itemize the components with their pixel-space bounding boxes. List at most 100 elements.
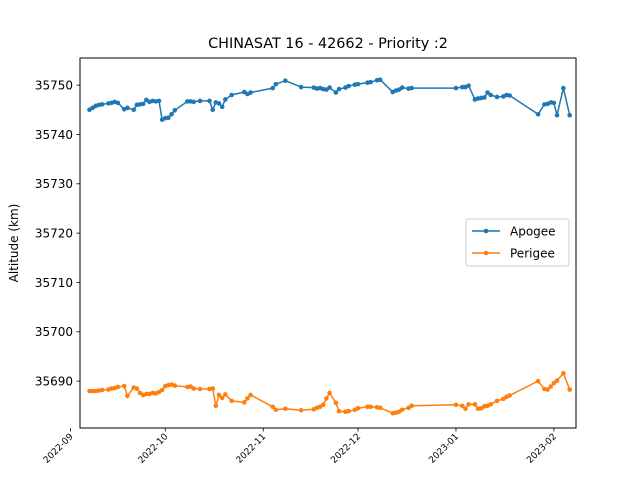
y-tick-label: 35750 xyxy=(35,78,73,92)
apogee-point xyxy=(399,85,405,90)
perigee-point xyxy=(561,370,566,376)
perigee-point xyxy=(197,386,203,392)
perigee-point xyxy=(336,408,342,414)
apogee-point xyxy=(368,79,373,85)
y-tick-label: 35740 xyxy=(35,128,73,142)
apogee-point xyxy=(507,93,512,98)
perigee-point xyxy=(191,386,197,391)
apogee-point xyxy=(453,85,459,91)
apogee-point xyxy=(336,86,342,92)
apogee-point xyxy=(156,98,162,104)
y-axis: 35690 35700 35710 35720 35730 35740 35750 xyxy=(35,78,80,388)
legend: Apogee Perigee xyxy=(465,218,570,267)
apogee-point xyxy=(216,101,222,106)
apogee-point xyxy=(554,112,560,118)
chart-title: CHINASAT 16 - 42662 - Priority :2 xyxy=(208,36,448,52)
apogee-point xyxy=(466,83,471,88)
apogee-point xyxy=(346,83,351,89)
apogee-point xyxy=(229,92,234,98)
perigee-point xyxy=(554,378,560,383)
apogee-point xyxy=(535,111,541,117)
y-tick-label: 35710 xyxy=(35,276,73,290)
perigee-point xyxy=(90,388,95,394)
apogee-point xyxy=(298,84,304,90)
y-tick-label: 35730 xyxy=(35,177,73,191)
apogee-point xyxy=(561,85,566,91)
perigee-point xyxy=(216,392,222,398)
y-axis-label: Altitude (km) xyxy=(7,204,21,283)
perigee-point xyxy=(365,404,370,410)
perigee-point xyxy=(466,402,471,407)
apogee-point xyxy=(551,100,557,106)
apogee-point xyxy=(140,101,146,107)
apogee-point xyxy=(219,104,225,110)
perigee-point xyxy=(320,402,326,408)
perigee-point xyxy=(125,393,130,399)
apogee-point xyxy=(355,81,361,87)
perigee-point xyxy=(463,406,468,412)
perigee-point xyxy=(409,403,415,409)
perigee-point xyxy=(535,378,541,384)
apogee-point xyxy=(333,90,339,95)
perigee-point xyxy=(99,387,105,393)
y-tick-label: 35690 xyxy=(35,374,73,388)
perigee-point xyxy=(548,384,554,389)
apogee-point xyxy=(494,94,500,100)
apogee-point xyxy=(327,85,332,90)
perigee-point xyxy=(494,398,500,404)
apogee-point xyxy=(377,77,383,83)
perigee-point xyxy=(159,387,165,393)
perigee-point xyxy=(223,392,228,397)
perigee-point xyxy=(172,383,178,388)
apogee-point xyxy=(459,84,465,90)
apogee-point xyxy=(409,85,415,91)
apogee-point xyxy=(210,107,215,113)
apogee-point xyxy=(207,98,212,104)
legend-label-apogee: Apogee xyxy=(510,224,556,238)
perigee-point xyxy=(545,387,550,392)
perigee-point xyxy=(210,386,215,391)
perigee-point xyxy=(115,384,121,390)
apogee-point xyxy=(567,112,572,118)
perigee-point xyxy=(333,400,339,406)
perigee-point xyxy=(298,407,304,413)
perigee-point xyxy=(273,407,279,413)
perigee-point xyxy=(377,405,383,411)
apogee-point xyxy=(248,90,253,95)
perigee-point xyxy=(459,403,465,409)
apogee-point xyxy=(99,102,105,107)
apogee-point xyxy=(185,99,190,104)
perigee-point xyxy=(453,402,459,408)
series-layer xyxy=(87,77,572,416)
perigee-point xyxy=(121,383,127,389)
perigee-point xyxy=(399,407,405,413)
perigee-point xyxy=(324,396,329,401)
perigee-point xyxy=(213,403,219,409)
legend-marker-perigee xyxy=(483,250,489,256)
perigee-point xyxy=(270,404,276,410)
perigee-point xyxy=(144,391,149,397)
apogee-point xyxy=(166,115,171,120)
y-tick-label: 35700 xyxy=(35,325,73,339)
apogee-point xyxy=(191,99,197,105)
apogee-point xyxy=(197,98,203,104)
perigee-point xyxy=(551,380,557,386)
apogee-point xyxy=(125,105,130,111)
perigee-point xyxy=(219,395,225,401)
apogee-point xyxy=(172,107,178,113)
perigee-point xyxy=(283,406,288,412)
perigee-point xyxy=(472,402,478,407)
perigee-point xyxy=(134,386,140,391)
legend-label-perigee: Perigee xyxy=(510,246,555,260)
perigee-point xyxy=(245,396,250,401)
apogee-point xyxy=(131,107,137,113)
apogee-point xyxy=(115,100,121,106)
perigee-point xyxy=(346,408,351,414)
perigee-point xyxy=(229,398,234,404)
apogee-point xyxy=(485,90,490,95)
y-tick-label: 35720 xyxy=(35,226,73,240)
perigee-point xyxy=(241,400,247,405)
apogee-point xyxy=(283,78,288,83)
apogee-point xyxy=(223,97,228,102)
